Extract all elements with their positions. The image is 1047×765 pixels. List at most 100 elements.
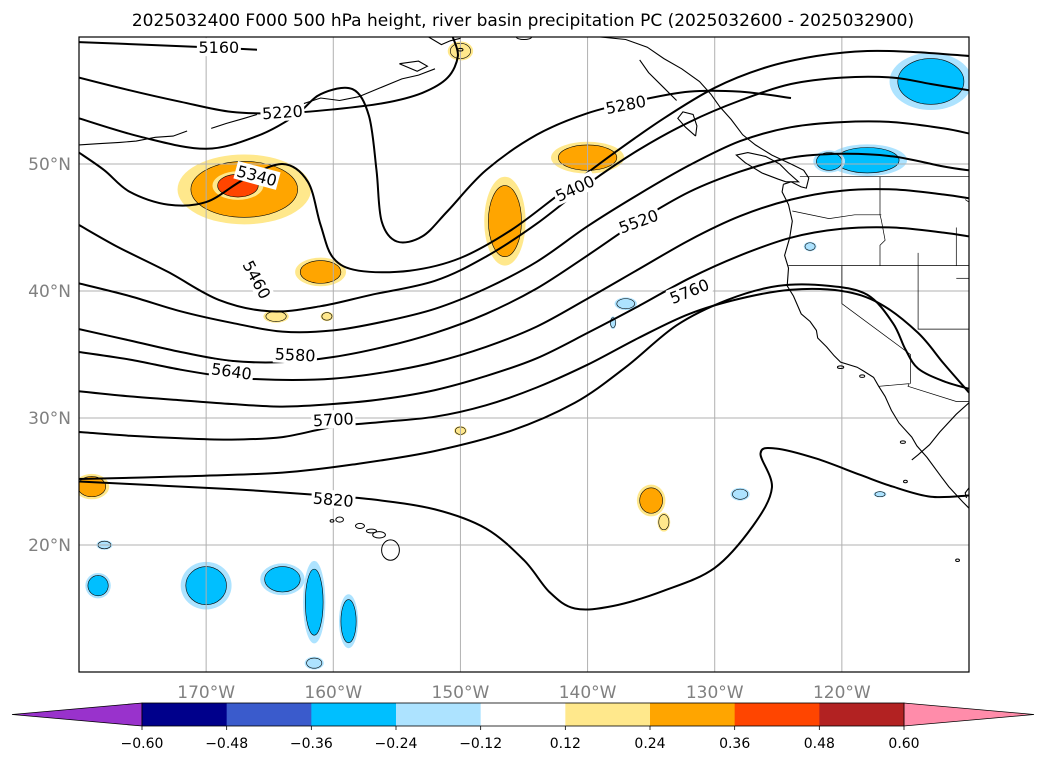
longitude-tick-labels: 170°W 160°W 150°W 140°W 130°W 120°W (177, 683, 871, 703)
colorbar-tick-label: −0.48 (205, 736, 248, 752)
coastline-9 (79, 130, 188, 146)
colorbar-tick-label: −0.24 (375, 736, 418, 752)
colorbar-tick-label: 0.24 (634, 736, 665, 752)
colorbar-tick-label: 0.48 (804, 736, 835, 752)
colorbar-extend-high (903, 702, 1035, 727)
colorbar-tick-label: −0.36 (290, 736, 333, 752)
colorbar-extend-low (11, 702, 143, 727)
chart-title: 2025032400 F000 500 hPa height, river ba… (132, 11, 914, 31)
gridlines (79, 37, 969, 672)
colorbar-outline (141, 702, 905, 727)
lon-tick-label: 120°W (813, 683, 871, 703)
contour-label-5700: 5700 (312, 409, 354, 430)
lon-tick-label: 170°W (177, 683, 235, 703)
colorbar: −0.60 −0.48 −0.36 −0.24 −0.12 0.12 0.24 0.36 0.4… (11, 702, 1035, 752)
lat-tick-label: 20°N (28, 536, 71, 556)
coastline-0 (781, 184, 969, 509)
colorbar-swatch (650, 703, 736, 726)
colorbar-swatch (734, 703, 820, 726)
contour-label-bg-5280 (602, 91, 650, 118)
lon-tick-label: 130°W (686, 683, 744, 703)
coastline-11 (399, 60, 429, 72)
contour-label-bg-5700 (310, 409, 356, 430)
precip-region-23 (340, 599, 357, 644)
precip-region-13 (835, 147, 900, 174)
contour-label-5580: 5580 (274, 344, 316, 365)
contour-label-bg-5520 (614, 205, 663, 238)
colorbar-swatch (819, 703, 905, 726)
coastline-4 (735, 152, 801, 183)
lat-tick-label: 40°N (28, 282, 71, 302)
island-3 (355, 522, 365, 529)
border-3 (841, 265, 911, 384)
colorbar-swatch (226, 703, 312, 726)
contour-5340 (79, 49, 969, 274)
island-1 (372, 531, 386, 539)
coastline-8 (211, 113, 258, 129)
lat-tick-label: 30°N (28, 409, 71, 429)
contour-label-bg-5640 (208, 359, 255, 383)
coastline-1 (911, 402, 969, 461)
colorbar-tick-label: 0.36 (719, 736, 750, 752)
contour-label-bg-5760 (665, 274, 714, 308)
precip-region-6 (265, 311, 287, 322)
island-7 (836, 365, 845, 369)
island-4 (335, 516, 344, 523)
precip-region-11 (658, 514, 670, 531)
border-6 (917, 252, 969, 330)
precip-region-10 (639, 487, 663, 514)
precip-region-18 (732, 488, 749, 500)
lon-tick-label: 160°W (304, 683, 362, 703)
island-2 (365, 528, 378, 534)
coastline-10 (428, 37, 461, 46)
coastline-3 (600, 37, 810, 189)
precip-region-2 (299, 260, 342, 284)
precip-region-16 (616, 298, 635, 310)
contour-label-bg-5580 (272, 344, 318, 365)
lat-tick-label: 50°N (28, 155, 71, 175)
latitude-tick-labels: 20°N 30°N 40°N 50°N (28, 155, 71, 556)
contour-5520 (79, 152, 969, 364)
contour-5220 (79, 37, 459, 115)
border-1 (878, 383, 969, 402)
contour-label-bg-5160 (196, 38, 241, 57)
precip-region-15 (804, 242, 816, 251)
colorbar-tick-label: 0.60 (888, 736, 919, 752)
contour-label-bg-5340 (233, 161, 281, 190)
coastline-layer (79, 37, 969, 563)
contour-label-bg-5460 (238, 255, 276, 304)
colorbar-tick-label: −0.60 (121, 736, 164, 752)
island-8 (899, 440, 906, 444)
contour-label-bg-5220 (259, 101, 306, 123)
colorbar-tick-label: 0.12 (550, 736, 581, 752)
border-9 (965, 199, 969, 203)
precip-region-12 (897, 58, 965, 105)
island-0 (381, 539, 400, 561)
colorbar-swatch (480, 703, 566, 726)
contour-label-5160: 5160 (198, 38, 239, 57)
island-6 (859, 374, 866, 378)
precip-region-7 (321, 312, 333, 321)
precip-region-19 (874, 491, 886, 498)
island-10 (955, 558, 960, 563)
coastline-5 (677, 111, 698, 137)
island-9 (903, 479, 908, 484)
colorbar-swatch (396, 703, 482, 726)
contour-5460 (79, 120, 969, 334)
precip-region-26 (306, 657, 323, 669)
colorbar-swatch (311, 703, 397, 726)
lon-tick-label: 140°W (559, 683, 617, 703)
precip-region-24 (87, 575, 109, 597)
contour-label-5820: 5820 (312, 489, 354, 511)
colorbar-swatch (565, 703, 651, 726)
precip-region-21 (264, 566, 301, 593)
contour-label-bg-5820 (310, 488, 356, 511)
contour-5760 (79, 283, 969, 480)
precip-region-22 (305, 568, 324, 636)
border-4 (879, 176, 886, 266)
lon-tick-label: 150°W (432, 683, 490, 703)
contour-5400 (79, 75, 969, 313)
map-border (78, 36, 970, 673)
